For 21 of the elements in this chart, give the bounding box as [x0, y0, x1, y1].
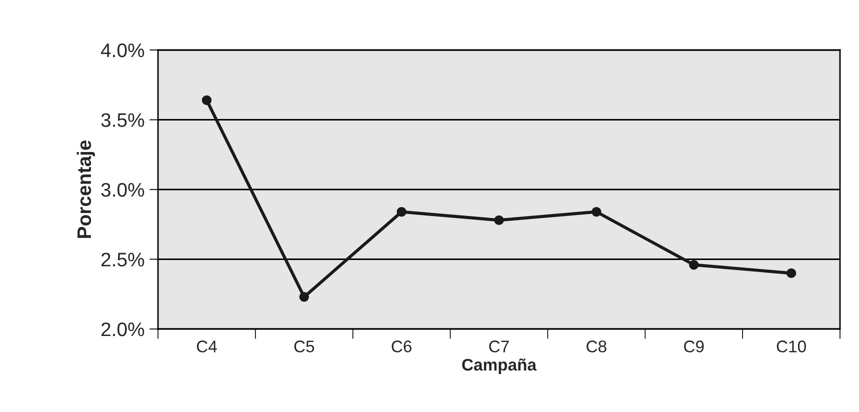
y-axis-title: Porcentaje: [76, 140, 95, 238]
point: [688, 260, 699, 270]
x-tick-label: C6: [392, 340, 412, 352]
x-axis-title: Campaña: [462, 358, 537, 374]
x-tick-label: C8: [586, 340, 606, 352]
x-tick-label: C9: [684, 340, 704, 352]
point: [494, 215, 504, 226]
y-tick-label: 2.5%: [101, 252, 144, 266]
x-tick-label: C7: [489, 340, 509, 352]
x-tick-label: C10: [776, 340, 806, 352]
y-tick-label: 3.5%: [101, 113, 144, 127]
x-tick-label: C5: [294, 340, 314, 352]
point: [396, 206, 406, 217]
y-tick-label: 2.0%: [101, 322, 144, 336]
y-tick-label: 4.0%: [100, 43, 144, 58]
point: [299, 292, 310, 302]
point: [202, 95, 212, 106]
point: [786, 268, 796, 278]
point: [592, 206, 602, 217]
x-tick-label: C4: [196, 340, 217, 352]
y-tick-label: 3.0%: [101, 182, 144, 197]
